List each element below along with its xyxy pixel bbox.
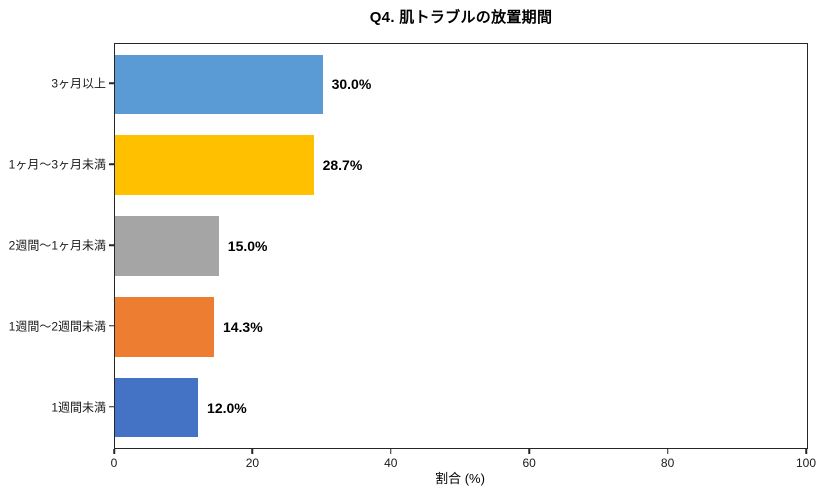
x-tick-mark <box>666 448 669 454</box>
bar-value-label: 15.0% <box>227 237 268 254</box>
x-tick-mark <box>251 448 254 454</box>
y-tick-mark <box>109 163 114 165</box>
bar-row: 12.0% <box>115 367 807 448</box>
y-tick-label: 3ヶ月以上 <box>51 76 106 91</box>
x-tick-label: 100 <box>795 455 817 470</box>
x-tick-label: 60 <box>522 455 536 470</box>
y-tick-mark <box>109 325 114 327</box>
x-tick-mark <box>390 448 392 454</box>
y-tick-mark <box>109 244 114 246</box>
y-tick-label: 1週間〜2週間未満 <box>8 319 106 334</box>
bar-row: 30.0% <box>115 44 807 125</box>
bar-row: 15.0% <box>115 206 807 287</box>
x-tick-label: 40 <box>384 455 398 470</box>
bar-row: 28.7% <box>115 125 807 206</box>
x-tick-mark <box>113 448 115 454</box>
bar-value-label: 12.0% <box>207 399 247 416</box>
y-tick-label: 1ヶ月〜3ヶ月未満 <box>8 157 106 172</box>
x-tick-mark <box>805 448 807 454</box>
bar <box>115 296 214 357</box>
bar <box>115 377 199 438</box>
bar <box>115 216 219 276</box>
plot-area: 30.0% 28.7% 15.0% 14.3% 12.0% <box>114 43 808 449</box>
x-axis-label: 割合 (%) <box>435 471 485 486</box>
bar-value-label: 14.3% <box>222 318 263 335</box>
bar-row: 14.3% <box>115 286 807 367</box>
bar-value-label: 28.7% <box>322 157 363 174</box>
x-tick-mark <box>528 448 530 454</box>
bar <box>115 54 323 115</box>
y-tick-mark <box>109 82 114 85</box>
bar <box>115 135 314 196</box>
y-tick-mark <box>109 405 114 408</box>
bar-value-label: 30.0% <box>331 76 372 93</box>
x-tick-label: 80 <box>660 455 675 470</box>
y-tick-label: 2週間〜1ヶ月未満 <box>8 238 106 253</box>
x-tick-label: 20 <box>245 455 260 470</box>
x-axis: 0 20 40 60 80 100 <box>110 448 816 473</box>
x-tick-label: 0 <box>110 455 118 470</box>
y-axis-labels: 3ヶ月以上 1ヶ月〜3ヶ月未満 2週間〜1ヶ月未満 1週間〜2週間未満 1週間未満 <box>0 43 106 447</box>
y-tick-label: 1週間未満 <box>51 400 106 415</box>
chart-title: Q4. 肌トラブルの放置期間 <box>369 9 553 26</box>
